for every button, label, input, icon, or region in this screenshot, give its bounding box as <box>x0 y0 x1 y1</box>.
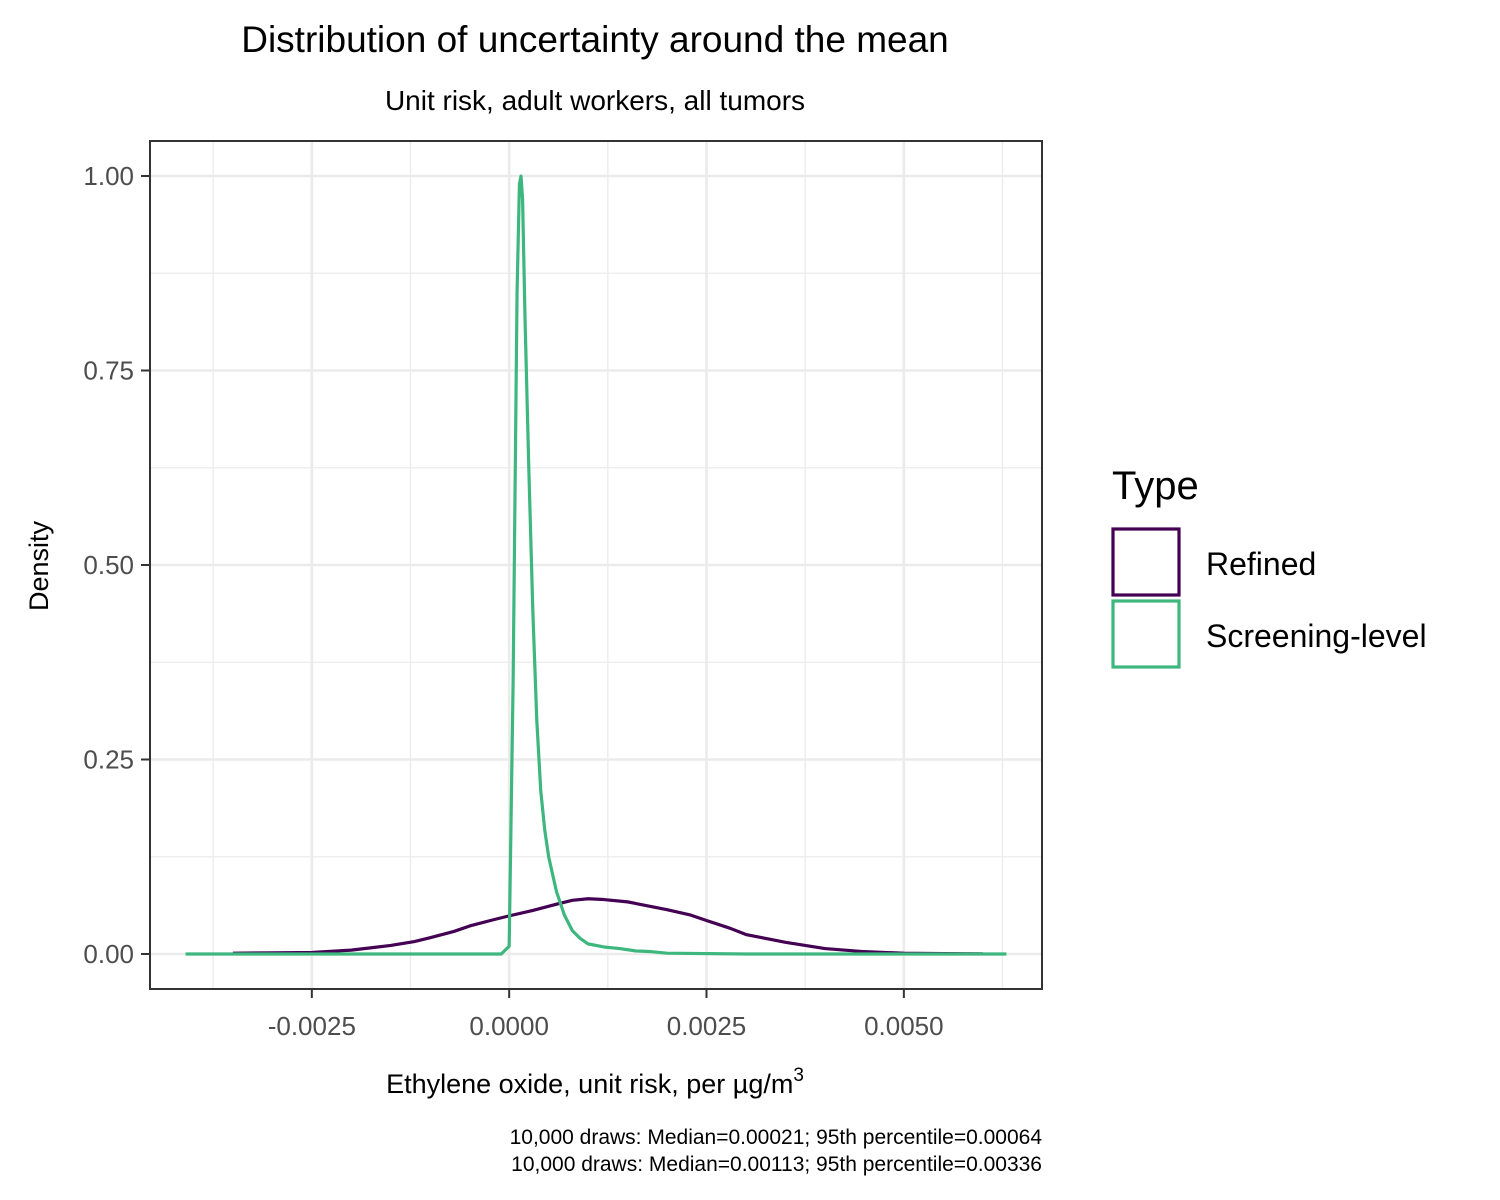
y-tick-label: 0.75 <box>83 356 134 386</box>
y-axis-label: Density <box>24 520 54 611</box>
caption-line-2: 10,000 draws: Median=0.00113; 95th perce… <box>511 1153 1042 1176</box>
x-axis: -0.0025 0.0000 0.0025 0.0050 <box>268 989 944 1041</box>
legend-label: Screening-level <box>1206 618 1427 654</box>
legend-key <box>1111 527 1181 597</box>
x-tick-label: 0.0025 <box>667 1011 747 1041</box>
y-axis: 0.00 0.25 0.50 0.75 1.00 <box>83 161 150 969</box>
legend-entries: Refined Screening-level <box>1111 527 1427 669</box>
x-axis-label-unit: µg/m <box>733 1069 794 1099</box>
x-axis-label-superscript: 3 <box>793 1065 804 1086</box>
y-tick-label: 0.50 <box>83 550 134 580</box>
x-tick-label: 0.0050 <box>864 1011 944 1041</box>
series-line-screening-level <box>185 174 1007 956</box>
legend-label: Refined <box>1206 546 1316 582</box>
legend-key <box>1111 599 1181 669</box>
chart-subtitle: Unit risk, adult workers, all tumors <box>385 85 805 116</box>
x-tick-label: -0.0025 <box>268 1011 356 1041</box>
y-tick-label: 0.25 <box>83 744 134 774</box>
y-tick-label: 0.00 <box>83 939 134 969</box>
x-axis-label-text: Ethylene oxide, unit risk, per <box>386 1069 725 1099</box>
legend: Type Refined Screening-level <box>1111 464 1427 669</box>
series-line-refined <box>232 897 983 956</box>
chart-title: Distribution of uncertainty around the m… <box>241 19 949 60</box>
x-axis-label: Ethylene oxide, unit risk, per µg/m3 <box>386 1065 804 1099</box>
series-layer <box>185 174 1007 956</box>
y-tick-label: 1.00 <box>83 161 134 191</box>
x-tick-label: 0.0000 <box>469 1011 549 1041</box>
caption-line-1: 10,000 draws: Median=0.00021; 95th perce… <box>510 1126 1043 1149</box>
major-gridlines <box>150 141 1042 989</box>
legend-title: Type <box>1112 464 1199 508</box>
